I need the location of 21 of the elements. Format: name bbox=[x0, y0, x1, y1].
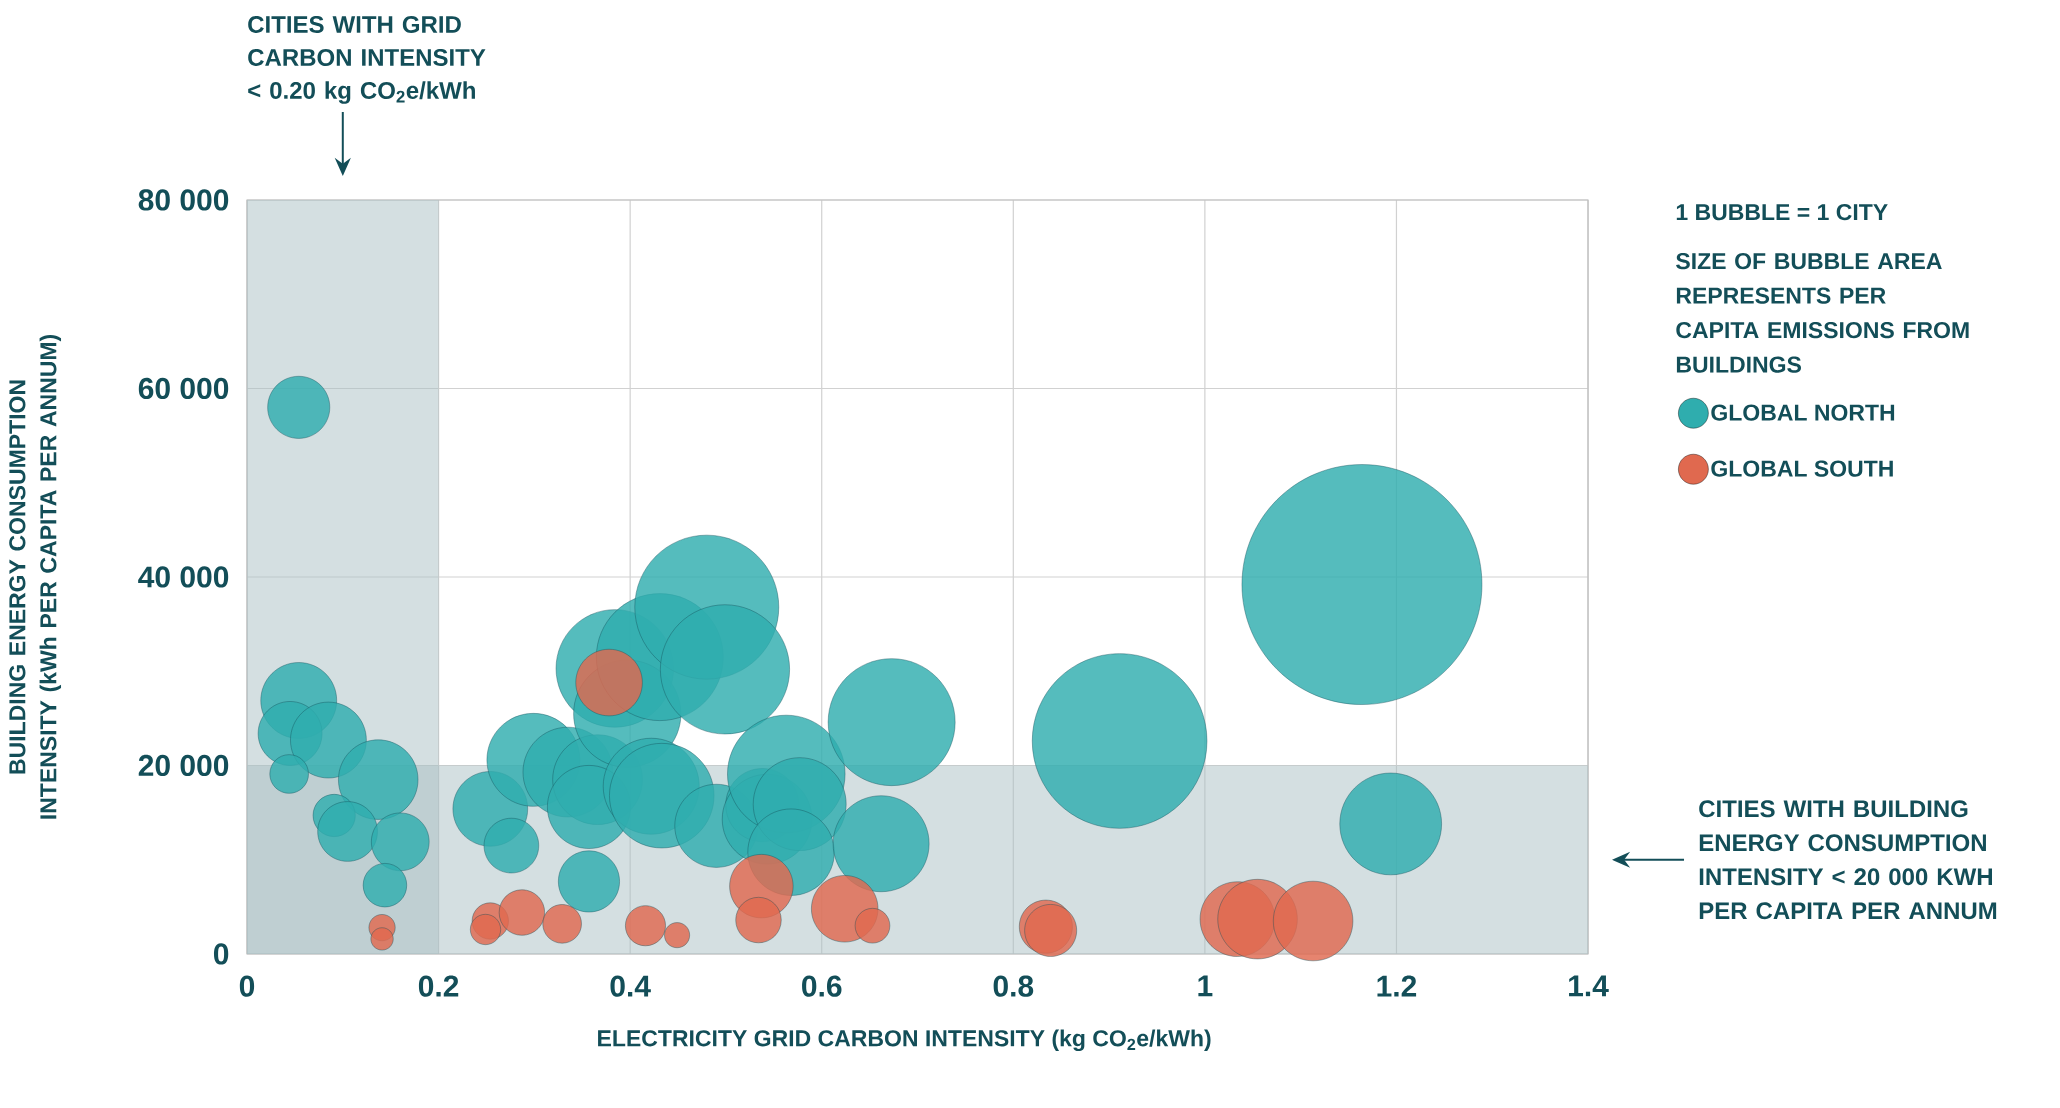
y-tick-label: 0 bbox=[213, 943, 229, 965]
legend-label: GLOBAL SOUTH bbox=[1711, 460, 1893, 477]
y-tick-label: 60 000 bbox=[138, 377, 229, 400]
x-tick-label: 0 bbox=[239, 975, 255, 997]
text: SIZE OF BUBBLE AREA REPRESENTS PER CAPITA EMISSIONS FROM BUILDINGS bbox=[1676, 252, 1969, 373]
y-axis-title: BUILDING ENERGY CONSUMPTION INTENSITY (kWh PER CAPITA PER ANNUM) bbox=[9, 334, 62, 819]
x-axis-title: ELECTRICITY GRID CARBON INTENSITY (kg CO$_{2}$e/kWh) bbox=[598, 1029, 1211, 1052]
x-tick-label: 0.6 bbox=[802, 975, 842, 997]
legend-title: 1 BUBBLE = 1 CITY bbox=[1676, 203, 1888, 221]
legend-label: GLOBAL NORTH bbox=[1711, 404, 1895, 421]
x-tick-label: 0.2 bbox=[418, 975, 459, 997]
x-tick-label: 1.2 bbox=[1377, 975, 1417, 997]
x-tick-label: 0.4 bbox=[610, 975, 651, 997]
x-tick-label: 1 bbox=[1198, 975, 1213, 997]
y-tick-label: 20 000 bbox=[138, 754, 229, 777]
y-tick-label: 40 000 bbox=[138, 566, 229, 588]
y-tick-label: 80 000 bbox=[138, 189, 229, 211]
text: CITIES WITH GRID CARBON INTENSITY < 0.20 kg CO$_{2}$e/kWh bbox=[248, 15, 486, 104]
text: CITIES WITH BUILDING ENERGY CONSUMPTION INTENSITY < 20 000 KWH PER CAPITA PER ANNUM bbox=[1699, 800, 1997, 920]
x-tick-label: 0.8 bbox=[993, 975, 1034, 997]
x-tick-label: 1.4 bbox=[1569, 975, 1609, 997]
